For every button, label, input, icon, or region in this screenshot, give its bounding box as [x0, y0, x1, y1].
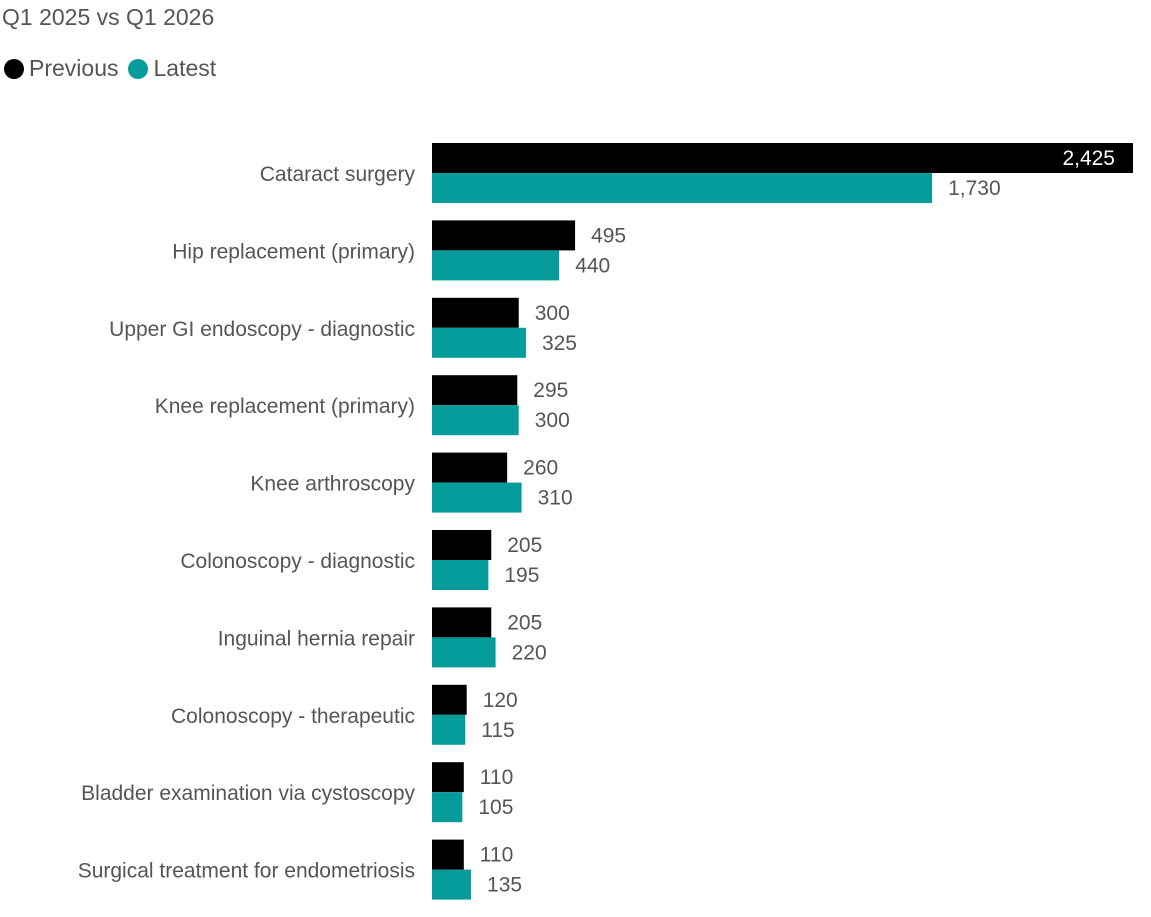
- bar-previous[interactable]: [432, 220, 576, 251]
- bar-latest[interactable]: [432, 792, 463, 823]
- category-label: Inguinal hernia repair: [218, 627, 415, 650]
- category-label: Knee arthroscopy: [250, 473, 415, 496]
- category-label: Cataract surgery: [260, 163, 416, 186]
- chart-subtitle: Q1 2025 vs Q1 2026: [2, 4, 215, 30]
- data-label-previous: 205: [507, 534, 542, 557]
- legend: Previous Latest: [4, 55, 226, 82]
- category-label: Colonoscopy - diagnostic: [180, 550, 415, 573]
- legend-label-previous: Previous: [29, 55, 119, 81]
- data-label-latest: 440: [575, 254, 610, 277]
- data-label-previous: 260: [523, 457, 558, 480]
- legend-item-latest[interactable]: Latest: [128, 55, 216, 82]
- data-label-latest: 325: [542, 332, 577, 355]
- category-label: Surgical treatment for endometriosis: [78, 860, 415, 883]
- bar-latest[interactable]: [432, 714, 466, 745]
- bar-latest[interactable]: [432, 173, 933, 203]
- data-label-previous: 300: [535, 302, 570, 325]
- bar-previous[interactable]: [432, 839, 464, 870]
- data-label-previous: 2,425: [1062, 147, 1115, 170]
- bar-latest[interactable]: [432, 250, 560, 281]
- data-label-previous: 110: [480, 766, 513, 789]
- bar-latest[interactable]: [432, 637, 496, 668]
- legend-swatch-latest: [128, 58, 149, 79]
- bar-previous[interactable]: [432, 762, 464, 793]
- legend-item-previous[interactable]: Previous: [4, 55, 118, 82]
- bar-latest[interactable]: [432, 405, 519, 436]
- data-label-latest: 135: [487, 874, 522, 897]
- bar-previous[interactable]: [432, 143, 1133, 173]
- bar-previous[interactable]: [432, 684, 467, 715]
- data-label-latest: 1,730: [948, 177, 1001, 200]
- bar-latest[interactable]: [432, 560, 489, 590]
- bar-previous[interactable]: [432, 375, 518, 406]
- bar-latest[interactable]: [432, 482, 522, 513]
- category-label: Upper GI endoscopy - diagnostic: [109, 318, 415, 341]
- data-label-previous: 205: [507, 611, 542, 634]
- category-label: Knee replacement (primary): [155, 395, 415, 418]
- bar-previous[interactable]: [432, 530, 492, 560]
- data-label-previous: 120: [483, 689, 518, 712]
- data-label-latest: 220: [512, 641, 547, 664]
- data-label-previous: 495: [591, 224, 626, 247]
- bar-latest[interactable]: [432, 327, 526, 358]
- data-label-latest: 105: [478, 796, 513, 819]
- legend-label-latest: Latest: [153, 55, 217, 81]
- category-label: Colonoscopy - therapeutic: [171, 705, 415, 728]
- data-label-latest: 300: [535, 409, 570, 432]
- data-label-latest: 310: [538, 487, 573, 510]
- bar-previous[interactable]: [432, 452, 508, 483]
- legend-swatch-previous: [4, 58, 24, 79]
- category-label: Bladder examination via cystoscopy: [81, 782, 415, 805]
- data-label-previous: 295: [533, 379, 568, 402]
- data-label-previous: 110: [480, 844, 513, 867]
- bar-latest[interactable]: [432, 869, 472, 900]
- data-label-latest: 195: [504, 564, 539, 587]
- category-label: Hip replacement (primary): [172, 240, 415, 263]
- bar-previous[interactable]: [432, 297, 519, 328]
- data-label-latest: 115: [481, 719, 514, 742]
- bar-previous[interactable]: [432, 607, 492, 638]
